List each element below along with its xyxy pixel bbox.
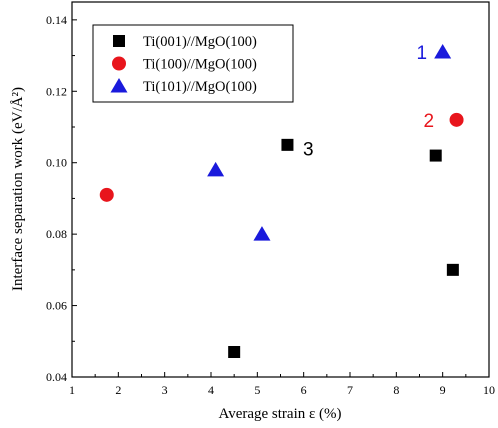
x-tick-label: 1 bbox=[69, 383, 75, 397]
y-tick-label: 0.04 bbox=[46, 370, 67, 384]
legend-box bbox=[92, 24, 294, 103]
x-tick-label: 5 bbox=[254, 383, 260, 397]
x-axis-title: Average strain ε (%) bbox=[218, 406, 341, 422]
y-tick-label: 0.14 bbox=[46, 13, 67, 27]
data-point-circle bbox=[449, 112, 464, 127]
legend-label: Ti(001)//MgO(100) bbox=[143, 34, 257, 50]
x-tick-label: 9 bbox=[440, 383, 446, 397]
data-point-triangle bbox=[253, 226, 271, 241]
legend-label: Ti(100)//MgO(100) bbox=[143, 57, 257, 73]
data-point-square bbox=[446, 263, 459, 276]
y-tick-label: 0.12 bbox=[46, 84, 67, 98]
x-tick-label: 6 bbox=[301, 383, 307, 397]
legend-marker-triangle bbox=[110, 78, 128, 93]
data-point-square bbox=[281, 138, 294, 151]
y-tick-label: 0.08 bbox=[46, 227, 67, 241]
y-tick-label: 0.10 bbox=[46, 156, 67, 170]
y-axis-title: Interface separation work (eV/Å²) bbox=[10, 87, 26, 291]
legend: Ti(001)//MgO(100) Ti(100)//MgO(100) Ti(101… bbox=[92, 24, 294, 103]
point-annotations: 1 2 3 bbox=[303, 43, 434, 160]
y-tick-label: 0.06 bbox=[46, 299, 67, 313]
data-point-triangle bbox=[207, 161, 225, 177]
data-point-square bbox=[228, 346, 241, 358]
legend-label: Ti(101)//MgO(100) bbox=[143, 79, 257, 95]
x-tick-label: 2 bbox=[115, 383, 121, 397]
point-annotation: 1 bbox=[417, 43, 428, 64]
point-annotation: 3 bbox=[303, 139, 314, 160]
data-point-square bbox=[429, 149, 442, 162]
legend-marker-square bbox=[113, 35, 125, 47]
y-axis-ticks: 0.04 0.06 0.08 0.10 0.12 0.14 bbox=[46, 13, 77, 384]
x-tick-label: 4 bbox=[208, 383, 214, 397]
x-tick-label: 10 bbox=[483, 383, 495, 397]
x-tick-label: 8 bbox=[393, 383, 399, 397]
x-tick-label: 7 bbox=[347, 383, 353, 397]
x-axis-ticks: 1 2 3 4 5 6 7 8 9 10 bbox=[69, 372, 495, 397]
x-tick-label: 3 bbox=[162, 383, 168, 397]
data-point-circle bbox=[99, 187, 114, 202]
data-points bbox=[99, 44, 464, 358]
legend-marker-circle bbox=[112, 56, 126, 71]
point-annotation: 2 bbox=[423, 111, 434, 132]
data-point-triangle bbox=[434, 44, 452, 59]
